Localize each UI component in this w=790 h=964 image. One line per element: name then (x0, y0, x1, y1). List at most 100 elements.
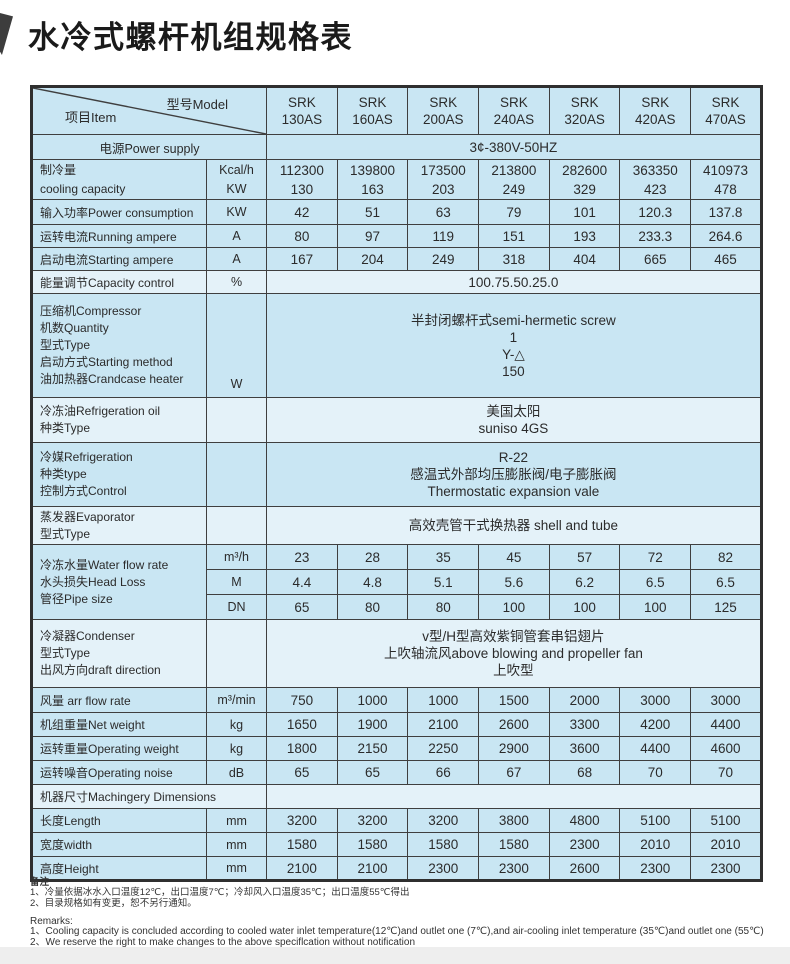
value-cell: 2010 (690, 832, 762, 857)
row-label-cell: 冷媒Refrigeration 种类type 控制方式Control (31, 442, 207, 507)
model-header-cell: SRK 200AS (407, 86, 480, 135)
value-cell: 1580 (407, 832, 480, 857)
table-row: 运转噪音Operating noise dB 65 65 66 67 68 70 70 (31, 760, 762, 785)
cell-line: 203 (431, 181, 455, 197)
value-cell: 1500 (478, 687, 550, 713)
value-cell: 65 (266, 594, 338, 620)
value-cell: 72 (619, 544, 692, 570)
table-row: 冷凝器Condenser 型式Type 出风方向draft direction v型/… (31, 619, 762, 688)
cell-line: 出风方向draft direction (40, 663, 161, 677)
value-cell: 1800 (266, 736, 338, 761)
value-cell: 65 (336, 760, 409, 785)
model-header-cell: SRK 470AS (690, 86, 762, 135)
unit-cell: M (206, 569, 267, 595)
notes-cn-title: 备注 (30, 877, 50, 888)
cell-line: 高效壳管干式换热器 shell and tube (408, 518, 619, 533)
value-cell: 79 (478, 199, 550, 225)
value-cell: 5.6 (478, 569, 550, 595)
notes-en-title: Remarks: (30, 916, 73, 927)
value-cell: 65 (266, 760, 338, 785)
cell-line: SRK (287, 95, 316, 110)
value-cell: 173500 203 (407, 159, 480, 200)
unit-cell: DN (206, 594, 267, 620)
cell-line: 1 (509, 329, 518, 345)
cell-line: 213800 (491, 162, 537, 178)
value-cell: 3200 (266, 808, 338, 833)
notes-cn-line: 1、冷量依据冰水入口温度12℃，出口温度7℃；冷却风入口温度35℃；出口温度55… (30, 887, 410, 898)
value-cell: 57 (548, 544, 621, 570)
merged-value-cell: 100.75.50.25.0 (266, 270, 762, 294)
row-label-cell: 电源Power supply (31, 134, 267, 160)
value-cell: 2300 (478, 856, 550, 881)
table-row: 冷媒Refrigeration 种类type 控制方式Control R-22 感温式外… (31, 442, 762, 507)
row-label-cell: 压缩机Compressor 机数Quantity 型式Type 启动方式Startin… (31, 293, 207, 398)
cell-line: 型式Type (40, 526, 91, 541)
value-cell: 67 (478, 760, 550, 785)
value-cell: 1900 (336, 712, 409, 737)
value-cell: 4.4 (266, 569, 338, 595)
value-cell: 233.3 (619, 224, 692, 248)
value-cell: 167 (266, 247, 338, 271)
table-row: 输入功率Power consumption KW 42 51 63 79 101 120.3 1… (31, 199, 762, 225)
unit-cell: mm (206, 832, 267, 857)
value-cell: 2300 (690, 856, 762, 881)
row-label-cell: 运转重量Operating weight (31, 736, 207, 761)
value-cell: 3000 (690, 687, 762, 713)
value-cell: 82 (690, 544, 762, 570)
table-row: 压缩机Compressor 机数Quantity 型式Type 启动方式Startin… (31, 293, 762, 398)
row-label-cell: 能量调节Capacity control (31, 270, 207, 294)
value-cell: 6.5 (619, 569, 692, 595)
value-cell: 1580 (478, 832, 550, 857)
row-label-cell: 机器尺寸Machingery Dimensions (31, 784, 267, 809)
value-cell: 70 (690, 760, 762, 785)
unit-cell: Kcal/h KW (206, 159, 267, 200)
cell-line: 478 (714, 181, 737, 197)
cell-line: 油加热器Crandcase heater (40, 372, 184, 386)
row-label-cell: 冷冻油Refrigeration oil 种类Type (31, 397, 207, 443)
table-row: 制冷量 cooling capacity Kcal/h KW 112300 130 1398… (31, 159, 762, 200)
table-row: 冷冻水量Water flow rate 水头损失Head Loss 管径Pipe s… (31, 544, 762, 620)
cell-line: 329 (573, 181, 596, 197)
cell-line: 型式Type (40, 646, 91, 660)
value-cell: 249 (407, 247, 480, 271)
unit-cell: W (206, 293, 267, 398)
value-cell: 1580 (266, 832, 338, 857)
cell-line: 机数Quantity (40, 321, 109, 335)
table-row: 蒸发器Evaporator 型式Type 高效壳管干式换热器 shell and t… (31, 506, 762, 545)
unit-cell: A (206, 247, 267, 271)
value-cell: 100 (619, 594, 692, 620)
cell-line: 水头损失Head Loss (40, 574, 146, 589)
cell-line: 160AS (352, 112, 393, 127)
row-label-cell: 运转电流Running ampere (31, 224, 207, 248)
value-cell: 101 (548, 199, 621, 225)
value-cell: 80 (266, 224, 338, 248)
cell-line: SRK (358, 95, 387, 110)
value-cell: 2300 (548, 832, 621, 857)
row-label-cell: 高度Height (31, 856, 207, 881)
value-cell: 3200 (407, 808, 480, 833)
value-cell: 45 (478, 544, 550, 570)
cell-line: 200AS (422, 112, 464, 127)
merged-value-cell (266, 784, 762, 809)
unit-cell (206, 619, 267, 688)
cell-line: 470AS (705, 112, 746, 127)
cell-line: Kcal/h (219, 162, 254, 177)
unit-cell: mm (206, 808, 267, 833)
value-cell: 5.1 (407, 569, 480, 595)
row-label-cell: 风量 arr flow rate (31, 687, 207, 713)
model-header-cell: SRK 130AS (266, 86, 338, 135)
cell-line: 半封闭螺杆式semi-hermetic screw (411, 312, 616, 328)
model-header-cell: SRK 320AS (548, 86, 621, 135)
cell-line: 173500 (420, 162, 466, 178)
cell-line: 240AS (493, 112, 535, 127)
cell-line: 363350 (632, 162, 678, 178)
value-cell: 3200 (336, 808, 409, 833)
value-cell: 120.3 (619, 199, 692, 225)
value-cell: 6.2 (548, 569, 621, 595)
cell-line: 139800 (350, 162, 396, 178)
value-cell: 112300 130 (266, 159, 338, 200)
cell-line: 130 (290, 181, 314, 197)
cell-line: 型式Type (40, 338, 91, 352)
value-cell: 2100 (336, 856, 409, 881)
